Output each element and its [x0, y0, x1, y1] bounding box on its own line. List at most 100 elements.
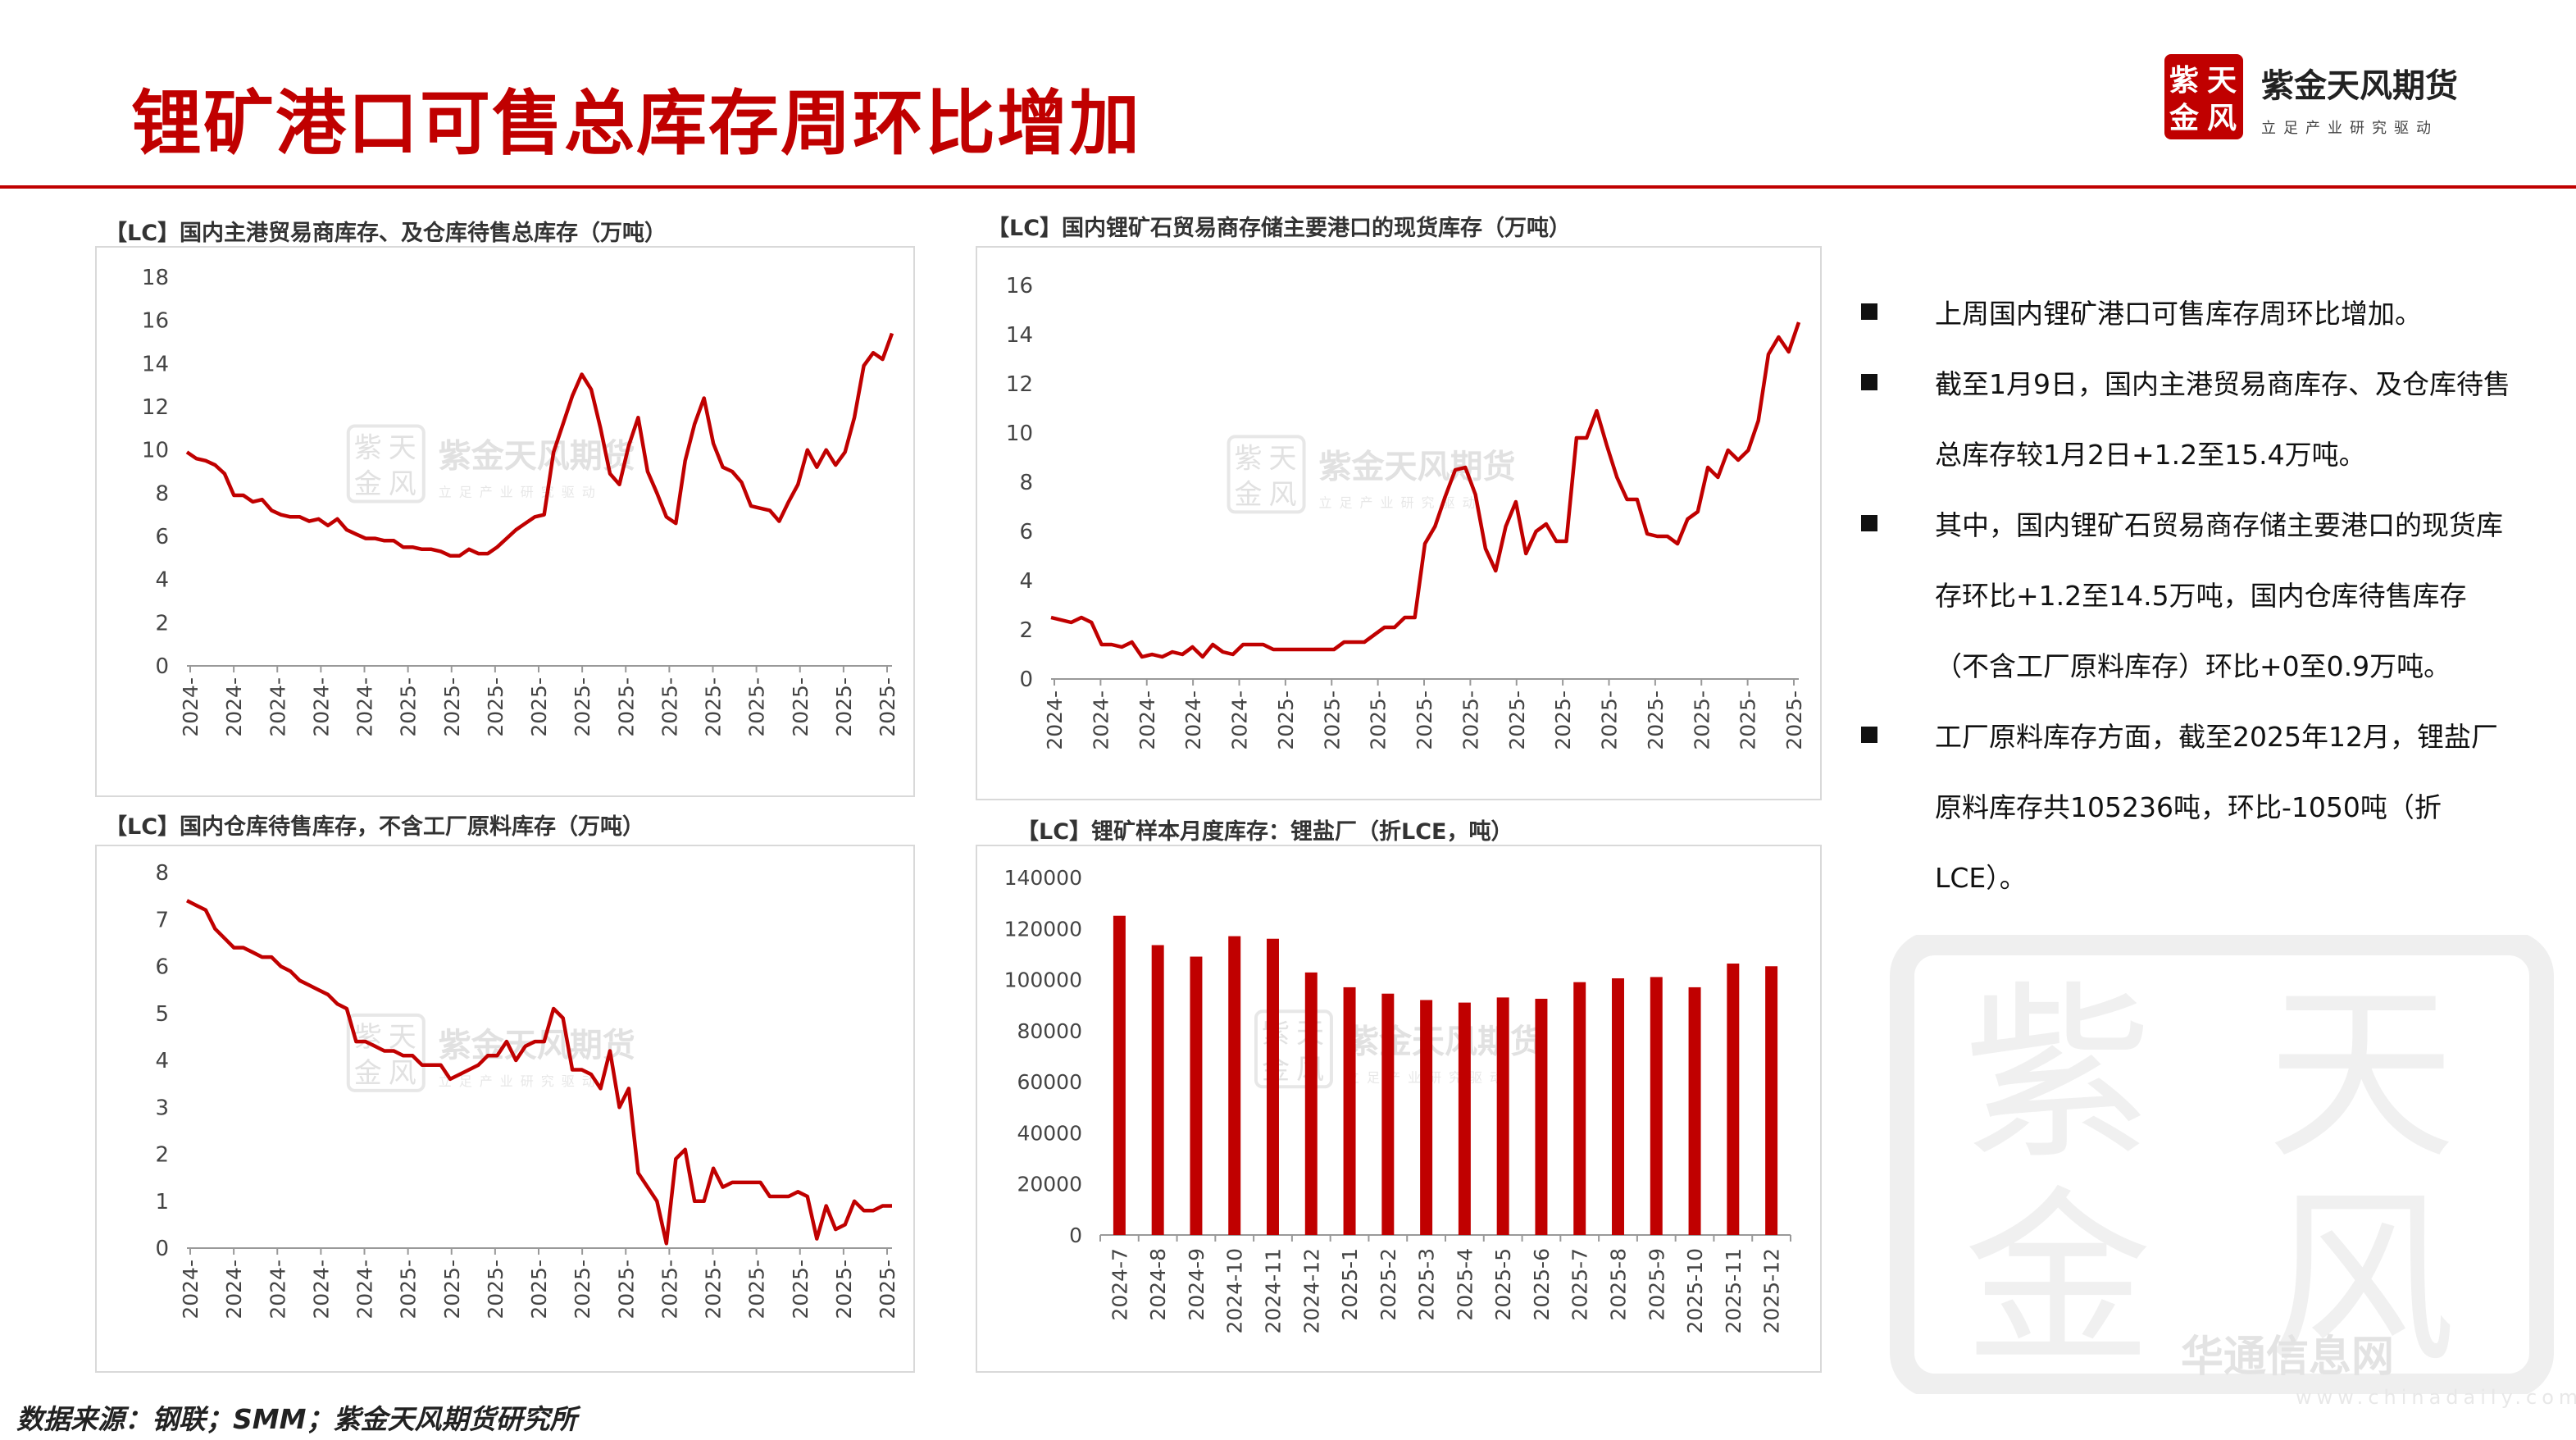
bullet-square-icon [1861, 303, 1877, 320]
y-tick-label: 140000 [1004, 866, 1082, 890]
chart-watermark-seal-char: 天 [389, 1021, 416, 1054]
x-tick-label: 2024- [353, 1260, 377, 1319]
series-line [1050, 321, 1801, 659]
bar [1343, 987, 1356, 1235]
logo-text-1: 紫 [2169, 64, 2199, 98]
x-tick-label: 2025- [397, 1260, 421, 1319]
c3-svg: 紫天金 风紫金天风期货立足产业研究驱动0123456782024- 2024- 202… [155, 861, 899, 1319]
x-tick-label: 2025-12 [1760, 1248, 1784, 1333]
bullet-square-icon [1861, 515, 1877, 531]
chart-watermark-seal-char: 天 [389, 432, 416, 465]
chart-watermark-seal-char: 风 [389, 1057, 416, 1090]
x-tick-label: 2025- [1274, 690, 1298, 750]
x-tick-label: 2025- [745, 1260, 769, 1319]
x-tick-label: 2024- [1089, 690, 1113, 750]
y-tick-label: 12 [1006, 372, 1033, 397]
y-tick-label: 120000 [1004, 917, 1082, 941]
x-tick-label: 2024-7 [1108, 1248, 1131, 1321]
y-tick-label: 60000 [1017, 1070, 1082, 1094]
x-tick-label: 2024- [266, 1260, 289, 1319]
seal-text-1: 紫 [1964, 966, 2152, 1185]
x-tick-label: 2025-8 [1607, 1248, 1631, 1321]
x-tick-label: 2025- [1736, 690, 1760, 750]
x-tick-label: 2024- [309, 1260, 333, 1319]
y-tick-label: 7 [155, 908, 169, 932]
bar [1267, 938, 1279, 1235]
commentary-list: 上周国内锂矿港口可售库存周环比增加。 截至1月9日，国内主港贸易商库存、及仓库待… [1861, 279, 2517, 914]
x-tick-label: 2024-11 [1262, 1248, 1286, 1333]
chart-watermark-slogan: 立足产业研究驱动 [1319, 494, 1483, 510]
x-tick-label: 2025- [1551, 690, 1575, 750]
x-tick-label: 2025-1 [1338, 1248, 1362, 1321]
commentary-item: 截至1月9日，国内主港贸易商库存、及仓库待售总库存较1月2日+1.2至15.4万… [1861, 349, 2517, 490]
x-tick-label: 2025- [1598, 690, 1622, 750]
chart-watermark-slogan: 立足产业研究驱动 [439, 485, 603, 500]
bar [1190, 956, 1203, 1235]
commentary-item: 其中，国内锂矿石贸易商存储主要港口的现货库存环比+1.2至14.5万吨，国内仓库… [1861, 490, 2517, 702]
x-tick-label: 2024- [266, 677, 289, 737]
corner-watermark: 华通信息网 [2181, 1333, 2395, 1382]
bullet-square-icon [1861, 374, 1877, 390]
data-source-note: 数据来源：钢联；SMM；紫金天风期货研究所 [16, 1403, 577, 1435]
x-tick-label: 2024- [222, 677, 246, 737]
x-tick-label: 2024- [179, 1260, 203, 1319]
chart4-panel: 紫天金风紫金天风期货立足产业研究驱动0200004000060000800001… [976, 845, 1822, 1373]
y-tick-label: 3 [155, 1096, 169, 1120]
y-tick-label: 10 [1006, 422, 1033, 446]
bar [1228, 936, 1241, 1235]
x-tick-label: 2024-12 [1299, 1248, 1323, 1333]
seal-text-2: 天 [2267, 966, 2455, 1185]
x-tick-label: 2025-10 [1683, 1248, 1707, 1333]
x-tick-label: 2025- [571, 677, 594, 737]
y-tick-label: 80000 [1017, 1019, 1082, 1043]
x-tick-label: 2025- [1782, 690, 1806, 750]
bar [1650, 977, 1663, 1235]
x-tick-label: 2025- [1644, 690, 1668, 750]
x-tick-label: 2024- [222, 1260, 246, 1319]
y-tick-label: 14 [142, 352, 169, 376]
bar [1496, 997, 1509, 1235]
y-tick-label: 8 [155, 861, 169, 886]
logo-text-3: 金 [2169, 101, 2200, 135]
brand-logo: 紫 天 金 风 [2164, 54, 2243, 139]
chart1-title: 【LC】国内主港贸易商库存、及仓库待售总库存（万吨） [105, 221, 667, 246]
y-tick-label: 8 [155, 481, 169, 506]
x-tick-label: 2025- [789, 1260, 812, 1319]
chart3-title: 【LC】国内仓库待售库存，不含工厂原料库存（万吨） [105, 814, 645, 840]
x-tick-label: 2025- [789, 677, 812, 737]
y-tick-label: 16 [1006, 274, 1033, 298]
chart-watermark-seal [1254, 1009, 1333, 1089]
y-tick-label: 6 [155, 955, 169, 980]
bullet-square-icon [1861, 727, 1877, 743]
logo-text-4: 风 [2207, 102, 2237, 135]
y-tick-label: 40000 [1017, 1121, 1082, 1145]
y-tick-label: 2 [1019, 618, 1033, 643]
x-tick-label: 2025- [1505, 690, 1529, 750]
y-tick-label: 6 [155, 525, 169, 549]
bar [1535, 998, 1548, 1235]
y-tick-label: 5 [155, 1002, 169, 1027]
y-tick-label: 2 [155, 1143, 169, 1168]
seal-text-3: 金 [1964, 1171, 2152, 1390]
x-tick-label: 2025- [658, 1260, 681, 1319]
x-tick-label: 2025- [397, 677, 421, 737]
series-line [185, 332, 894, 558]
x-tick-label: 2025-7 [1568, 1248, 1592, 1321]
x-tick-label: 2025- [1459, 690, 1482, 750]
chart-watermark: 紫天金风紫金天风期货立足产业研究驱动 [346, 424, 635, 504]
x-tick-label: 2025- [1690, 690, 1714, 750]
chart-watermark-seal-char: 风 [1269, 478, 1297, 511]
seal-text-4: 风 [2267, 1171, 2455, 1390]
logo-text-2: 天 [2207, 64, 2237, 98]
chart-watermark-seal [346, 1013, 426, 1092]
x-tick-label: 2025- [832, 1260, 856, 1319]
bar [1304, 972, 1318, 1235]
x-tick-label: 2024-10 [1223, 1248, 1247, 1333]
chart-watermark-slogan: 立足产业研究驱动 [439, 1073, 603, 1089]
y-tick-label: 6 [1019, 520, 1033, 545]
bar [1612, 978, 1624, 1235]
x-tick-label: 2025- [440, 677, 464, 737]
chart-watermark-seal-char: 金 [354, 1057, 382, 1090]
y-tick-label: 4 [155, 568, 169, 593]
page-title: 锂矿港口可售总库存周环比增加 [131, 83, 1141, 165]
